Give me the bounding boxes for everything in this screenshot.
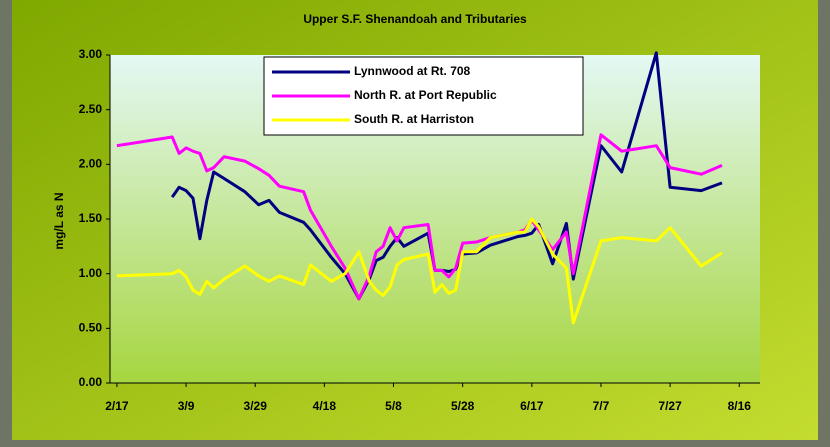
legend-label: South R. at Harriston <box>354 112 474 126</box>
y-axis-label: mg/L as N <box>52 192 66 249</box>
x-tick-label: 3/29 <box>244 399 268 413</box>
x-tick-label: 4/18 <box>313 399 337 413</box>
y-tick-label: 1.50 <box>79 211 103 225</box>
legend-label: North R. at Port Republic <box>354 88 497 102</box>
x-tick-label: 2/17 <box>105 399 129 413</box>
x-tick-label: 6/17 <box>520 399 544 413</box>
x-tick-label: 8/16 <box>728 399 752 413</box>
x-tick-label: 7/7 <box>593 399 610 413</box>
y-tick-label: 3.00 <box>79 47 103 61</box>
page: Upper S.F. Shenandoah and Tributaries mg… <box>0 0 830 442</box>
y-tick-label: 0.00 <box>79 375 103 389</box>
y-tick-label: 2.00 <box>79 157 103 171</box>
chart-title: Upper S.F. Shenandoah and Tributaries <box>303 12 527 26</box>
x-tick-label: 5/8 <box>385 399 402 413</box>
y-tick-label: 2.50 <box>79 102 103 116</box>
y-tick-label: 1.00 <box>79 266 103 280</box>
x-tick-label: 5/28 <box>451 399 475 413</box>
x-tick-label: 3/9 <box>178 399 195 413</box>
x-tick-label: 7/27 <box>658 399 682 413</box>
chart: Upper S.F. Shenandoah and Tributaries mg… <box>0 0 830 442</box>
legend-label: Lynnwood at Rt. 708 <box>354 64 471 78</box>
y-tick-label: 0.50 <box>79 321 103 335</box>
